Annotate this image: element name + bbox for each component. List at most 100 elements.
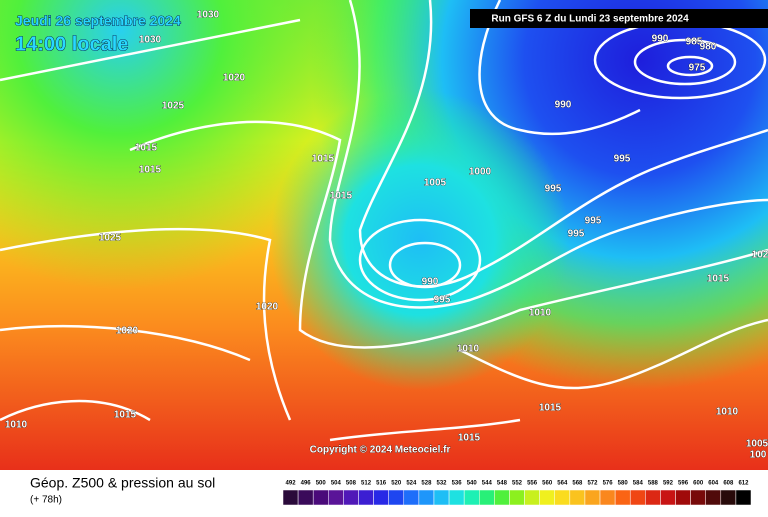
isobar-label: 995 xyxy=(545,184,562,195)
legend-label: 536 xyxy=(452,481,463,487)
isobar-label: 102 xyxy=(752,250,768,261)
color-legend: 492 496 500 504 508 512 516 520 524 528 532 536 540 5… xyxy=(282,481,752,506)
legend-swatch xyxy=(599,489,616,506)
forecast-time: 14:00 locale xyxy=(15,33,128,55)
legend-label: 516 xyxy=(376,481,387,487)
isobar-label: 995 xyxy=(614,154,631,165)
legend-label: 584 xyxy=(633,481,644,487)
legend-label: 560 xyxy=(542,481,553,487)
legend-label: 588 xyxy=(648,481,659,487)
legend-label: 552 xyxy=(512,481,523,487)
legend-label: 556 xyxy=(527,481,538,487)
legend-label: 596 xyxy=(678,481,689,487)
legend-swatch xyxy=(509,489,525,506)
legend-swatch xyxy=(705,489,722,506)
legend-label: 520 xyxy=(391,481,402,487)
legend-swatch xyxy=(463,489,480,506)
legend-swatch xyxy=(418,489,435,506)
legend-swatch xyxy=(539,489,555,506)
legend-label: 500 xyxy=(316,481,327,487)
isobar-label: 995 xyxy=(585,216,602,227)
isobar-label: 1030 xyxy=(197,10,220,21)
legend-label: 512 xyxy=(361,481,372,487)
legend-swatch xyxy=(690,489,706,506)
legend-swatch xyxy=(645,489,661,506)
legend-swatch xyxy=(629,489,646,506)
isobar-label: 1015 xyxy=(330,191,353,202)
legend-swatch xyxy=(735,489,752,506)
isobar-label: 990 xyxy=(422,277,439,288)
legend-swatch xyxy=(358,489,374,506)
legend-label: 532 xyxy=(437,481,448,487)
isobar-label: 990 xyxy=(555,100,572,111)
isobar-label: 995 xyxy=(434,295,451,306)
isobar-label: 1015 xyxy=(707,274,730,285)
legend-label: 548 xyxy=(497,481,508,487)
legend-swatch xyxy=(660,489,676,506)
legend-label: 580 xyxy=(618,481,629,487)
isobar-label: 1020 xyxy=(223,73,246,84)
map-layer xyxy=(0,0,768,470)
isobar-label: 1020 xyxy=(116,326,139,337)
legend-swatch xyxy=(328,489,344,506)
legend-swatch xyxy=(282,489,299,506)
isobar-label: 1015 xyxy=(458,433,481,444)
run-box xyxy=(470,9,768,28)
legend-label: 504 xyxy=(331,481,342,487)
isobar-label: 1020 xyxy=(256,302,279,313)
run-info: Run GFS 6 Z du Lundi 23 septembre 2024 xyxy=(491,14,689,25)
legend-swatch xyxy=(524,489,540,506)
isobar-label: 1000 xyxy=(469,167,492,178)
legend-label: 524 xyxy=(406,481,417,487)
legend-label: 600 xyxy=(693,481,704,487)
legend-swatch xyxy=(448,489,465,506)
isobar-label: 1005 xyxy=(424,178,447,189)
legend-label: 592 xyxy=(663,481,674,487)
isobar-label: 985 xyxy=(686,37,703,48)
legend-swatch xyxy=(297,489,314,506)
legend-label: 564 xyxy=(557,481,568,487)
legend-label: 492 xyxy=(286,481,297,487)
forecast-date: Jeudi 26 septembre 2024 xyxy=(15,13,181,29)
isobar-label: 975 xyxy=(689,63,706,74)
legend-label: 608 xyxy=(723,481,734,487)
isobars xyxy=(0,0,768,440)
footer-title: Géop. Z500 & pression au sol xyxy=(30,475,215,491)
legend-label: 544 xyxy=(482,481,493,487)
legend-label: 568 xyxy=(572,481,583,487)
legend-swatch xyxy=(343,489,359,506)
isobar-label: 1010 xyxy=(716,407,739,418)
isobar-label: 1030 xyxy=(139,35,162,46)
isobar-labels: 1030 1030 1020 1025 1015 1015 1015 1015 1025 1020… xyxy=(5,9,768,461)
legend-swatch xyxy=(569,489,586,506)
legend-label: 496 xyxy=(301,481,312,487)
isobar-label: 1015 xyxy=(139,165,162,176)
legend-label: 604 xyxy=(708,481,719,487)
legend-swatch xyxy=(388,489,405,506)
isobar-label: 980 xyxy=(700,42,717,53)
footer-subtitle: (+ 78h) xyxy=(30,495,62,506)
legend-swatch xyxy=(675,489,691,506)
isobar-label: 1015 xyxy=(114,410,137,421)
legend-swatch xyxy=(479,489,495,506)
legend-label: 528 xyxy=(421,481,432,487)
isobar-label: 995 xyxy=(568,229,585,240)
isobar-label: 1015 xyxy=(135,143,158,154)
isobar-label: 100 xyxy=(750,450,767,461)
legend-swatch xyxy=(554,489,571,506)
legend-swatch xyxy=(720,489,737,506)
isobar-label: 1005 xyxy=(746,439,768,450)
isobar-label: 1015 xyxy=(539,403,562,414)
isobar-label: 1010 xyxy=(457,344,480,355)
legend-swatch xyxy=(494,489,510,506)
legend-swatch xyxy=(373,489,389,506)
legend-swatch xyxy=(403,489,420,506)
isobar-label: 1010 xyxy=(529,308,552,319)
legend-swatch xyxy=(433,489,450,506)
legend-label: 576 xyxy=(603,481,614,487)
legend-swatch xyxy=(584,489,601,506)
legend-swatch xyxy=(312,489,329,506)
legend-swatch xyxy=(614,489,631,506)
legend-label: 540 xyxy=(467,481,478,487)
